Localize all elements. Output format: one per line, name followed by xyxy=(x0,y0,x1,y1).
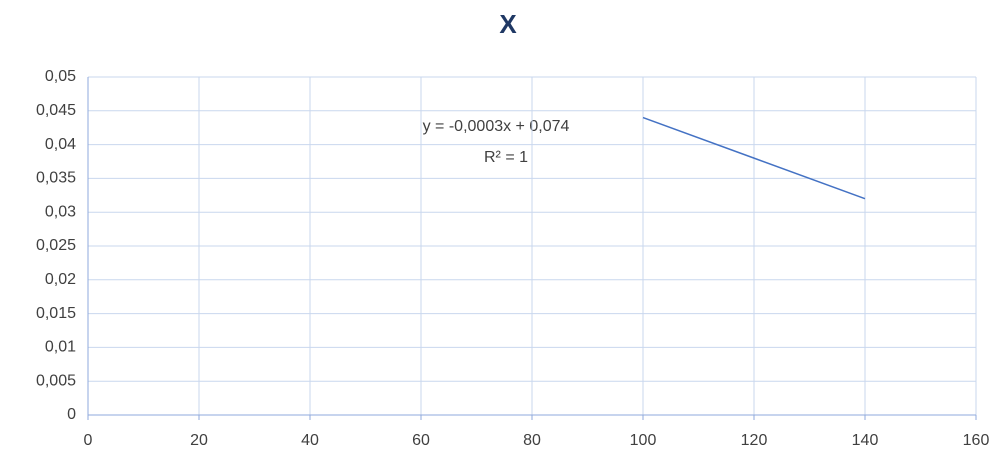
x-tick-label: 100 xyxy=(630,432,657,449)
y-tick-label: 0,005 xyxy=(36,372,76,389)
x-tick-label: 20 xyxy=(190,432,208,449)
x-tick-label: 60 xyxy=(412,432,430,449)
x-tick-label: 0 xyxy=(84,432,93,449)
y-tick-label: 0,015 xyxy=(36,305,76,322)
x-tick-label: 140 xyxy=(852,432,879,449)
x-tick-label: 160 xyxy=(963,432,990,449)
y-tick-label: 0,025 xyxy=(36,237,76,254)
y-tick-label: 0,045 xyxy=(36,102,76,119)
y-tick-label: 0,05 xyxy=(45,68,76,85)
x-tick-label: 120 xyxy=(741,432,768,449)
y-tick-label: 0 xyxy=(67,406,76,423)
y-tick-label: 0,01 xyxy=(45,339,76,356)
x-tick-label: 40 xyxy=(301,432,319,449)
y-tick-label: 0,03 xyxy=(45,203,76,220)
y-tick-label: 0,02 xyxy=(45,271,76,288)
y-tick-label: 0,04 xyxy=(45,136,76,153)
chart-title: X xyxy=(499,9,517,39)
x-tick-label: 80 xyxy=(523,432,541,449)
trendline-r-squared: R² = 1 xyxy=(484,149,528,166)
data-line xyxy=(642,116,866,200)
trendline-equation: y = -0,0003x + 0,074 xyxy=(423,118,570,135)
y-tick-label: 0,035 xyxy=(36,170,76,187)
